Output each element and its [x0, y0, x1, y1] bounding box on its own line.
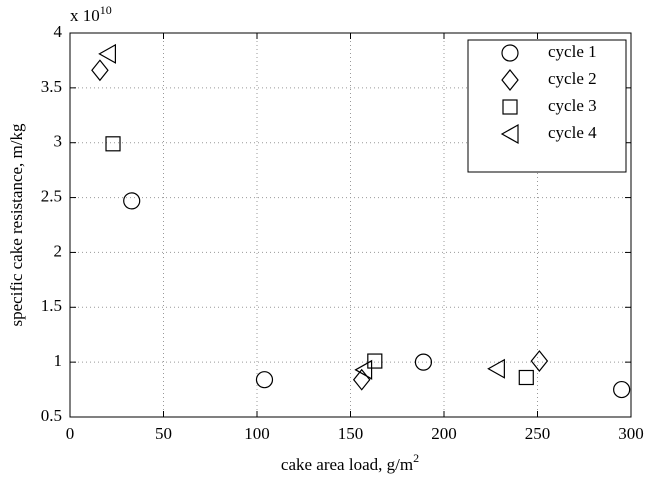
y-tick-label: 2.5 — [41, 186, 62, 205]
legend-label: cycle 4 — [548, 123, 597, 142]
legend-marker — [502, 99, 518, 115]
y-tick-label: 3.5 — [41, 77, 62, 96]
legend-label: cycle 1 — [548, 42, 597, 61]
x-tick-label: 250 — [525, 424, 551, 443]
x-axis-label-text: cake area load, g/m — [281, 455, 413, 474]
point — [123, 192, 141, 210]
x-tick-label: 50 — [155, 424, 172, 443]
point — [530, 350, 549, 373]
y-tick-label: 0.5 — [41, 406, 62, 425]
point — [354, 359, 373, 380]
legend-marker — [501, 44, 519, 62]
x-axis-label-superscript: 2 — [413, 451, 419, 465]
point — [487, 358, 505, 379]
x-tick-label: 300 — [618, 424, 644, 443]
y-tick-label: 1.5 — [41, 296, 62, 315]
y-tick-label: 1 — [54, 351, 63, 370]
point — [91, 59, 109, 82]
x-axis-label: cake area load, g/m2 — [281, 451, 419, 474]
y-multiplier: x 1010 — [70, 3, 112, 25]
x-tick-label: 150 — [338, 424, 364, 443]
x-tick-label: 100 — [244, 424, 270, 443]
y-multiplier-base: x 10 — [70, 6, 100, 25]
legend-label: cycle 3 — [548, 96, 597, 115]
point — [98, 43, 117, 64]
y-multiplier-exponent: 10 — [100, 3, 112, 17]
y-tick-label: 4 — [54, 22, 63, 41]
point — [105, 136, 121, 152]
x-tick-label: 0 — [66, 424, 75, 443]
y-tick-label: 3 — [54, 132, 63, 151]
legend-marker — [501, 69, 519, 91]
legend-box — [467, 39, 627, 173]
point — [255, 371, 274, 389]
y-tick-label: 2 — [54, 241, 63, 260]
plot-frame — [69, 32, 632, 418]
point — [613, 380, 631, 399]
y-axis-label: specific cake resistance, m/kg — [7, 123, 26, 326]
point — [367, 353, 383, 369]
point — [518, 369, 534, 386]
legend-marker — [500, 123, 519, 145]
x-tick-label: 200 — [431, 424, 457, 443]
point — [414, 353, 433, 371]
legend-label: cycle 2 — [548, 69, 597, 88]
